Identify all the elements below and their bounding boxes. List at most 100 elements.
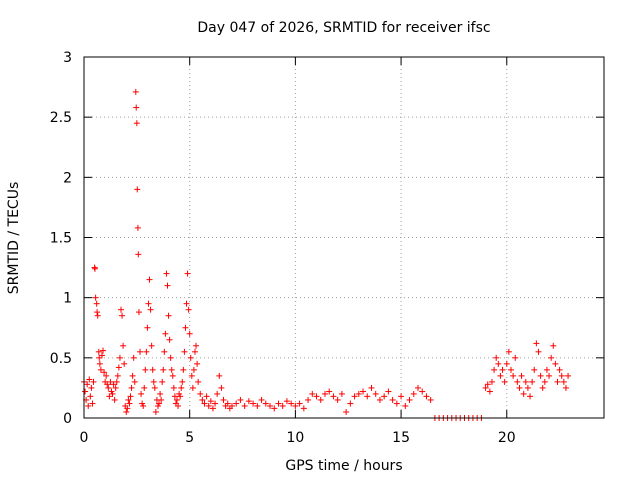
data-point <box>292 402 299 409</box>
data-point <box>107 378 114 385</box>
data-point <box>414 384 421 391</box>
data-point <box>330 393 337 400</box>
data-point <box>126 400 133 407</box>
data-point <box>283 398 290 405</box>
data-point <box>189 384 196 391</box>
data-point <box>96 360 103 367</box>
data-point <box>427 396 434 403</box>
data-point <box>119 312 126 319</box>
data-point <box>275 400 282 407</box>
data-point <box>410 390 417 397</box>
data-point <box>531 366 538 373</box>
data-point <box>137 348 144 355</box>
data-point <box>207 398 214 405</box>
data-point <box>94 312 101 319</box>
data-point <box>145 300 152 307</box>
data-point <box>233 400 240 407</box>
data-point <box>123 408 130 415</box>
y-axis-label: SRMTID / TECUs <box>6 182 22 295</box>
data-point <box>111 396 118 403</box>
data-point <box>135 251 142 258</box>
x-tick-label: 10 <box>286 430 304 446</box>
data-point <box>190 366 197 373</box>
data-point <box>165 312 172 319</box>
data-point <box>159 378 166 385</box>
data-point <box>355 390 362 397</box>
data-point <box>157 390 164 397</box>
data-point <box>162 330 169 337</box>
data-point <box>135 309 142 316</box>
data-point <box>212 400 219 407</box>
data-point <box>482 384 489 391</box>
data-point <box>131 378 138 385</box>
data-point <box>161 348 168 355</box>
data-point <box>250 400 257 407</box>
data-point <box>113 378 120 385</box>
data-point <box>309 390 316 397</box>
data-point <box>518 372 525 379</box>
data-point <box>150 378 157 385</box>
data-point <box>158 396 165 403</box>
data-point <box>187 354 194 361</box>
data-point <box>560 378 567 385</box>
data-point <box>140 402 147 409</box>
data-point <box>201 400 208 407</box>
x-tick-label: 5 <box>185 430 194 446</box>
data-point <box>300 405 307 412</box>
data-point <box>168 366 175 373</box>
data-point <box>501 378 508 385</box>
data-point <box>228 402 235 409</box>
x-tick-label: 20 <box>498 430 516 446</box>
data-point <box>279 402 286 409</box>
data-point <box>199 396 206 403</box>
data-point <box>529 378 536 385</box>
y-tick-label: 3 <box>63 50 72 66</box>
data-point <box>114 372 121 379</box>
data-point <box>133 120 140 127</box>
data-point <box>125 396 132 403</box>
data-point <box>484 381 491 388</box>
data-point <box>148 342 155 349</box>
data-point <box>152 408 159 415</box>
data-point <box>558 372 565 379</box>
data-point <box>548 354 555 361</box>
data-point <box>143 348 150 355</box>
data-point <box>522 378 529 385</box>
data-point <box>98 352 105 359</box>
data-point <box>338 390 345 397</box>
data-point <box>110 381 117 388</box>
x-axis-label: GPS time / hours <box>285 458 402 474</box>
data-point <box>556 366 563 373</box>
data-point <box>503 360 510 367</box>
data-point <box>224 400 231 407</box>
data-point <box>216 372 223 379</box>
data-point <box>423 393 430 400</box>
data-point <box>393 400 400 407</box>
data-point <box>185 306 192 313</box>
data-point <box>539 384 546 391</box>
data-point <box>565 372 572 379</box>
data-point <box>205 402 212 409</box>
data-point <box>134 186 141 193</box>
data-point <box>112 384 119 391</box>
data-point <box>133 104 140 111</box>
data-point <box>115 364 122 371</box>
y-tick-label: 0 <box>63 411 72 427</box>
data-point <box>164 282 171 289</box>
data-point <box>376 396 383 403</box>
x-tick-label: 0 <box>80 430 89 446</box>
data-point <box>142 366 149 373</box>
data-point <box>241 402 248 409</box>
data-point <box>514 378 521 385</box>
data-point <box>194 360 201 367</box>
data-point <box>124 405 131 412</box>
data-point <box>178 384 185 391</box>
data-point <box>116 354 123 361</box>
data-point <box>104 381 111 388</box>
data-point <box>117 306 124 313</box>
data-point <box>237 396 244 403</box>
data-point <box>402 402 409 409</box>
data-point <box>321 390 328 397</box>
data-point <box>85 402 92 409</box>
data-point <box>360 388 367 395</box>
